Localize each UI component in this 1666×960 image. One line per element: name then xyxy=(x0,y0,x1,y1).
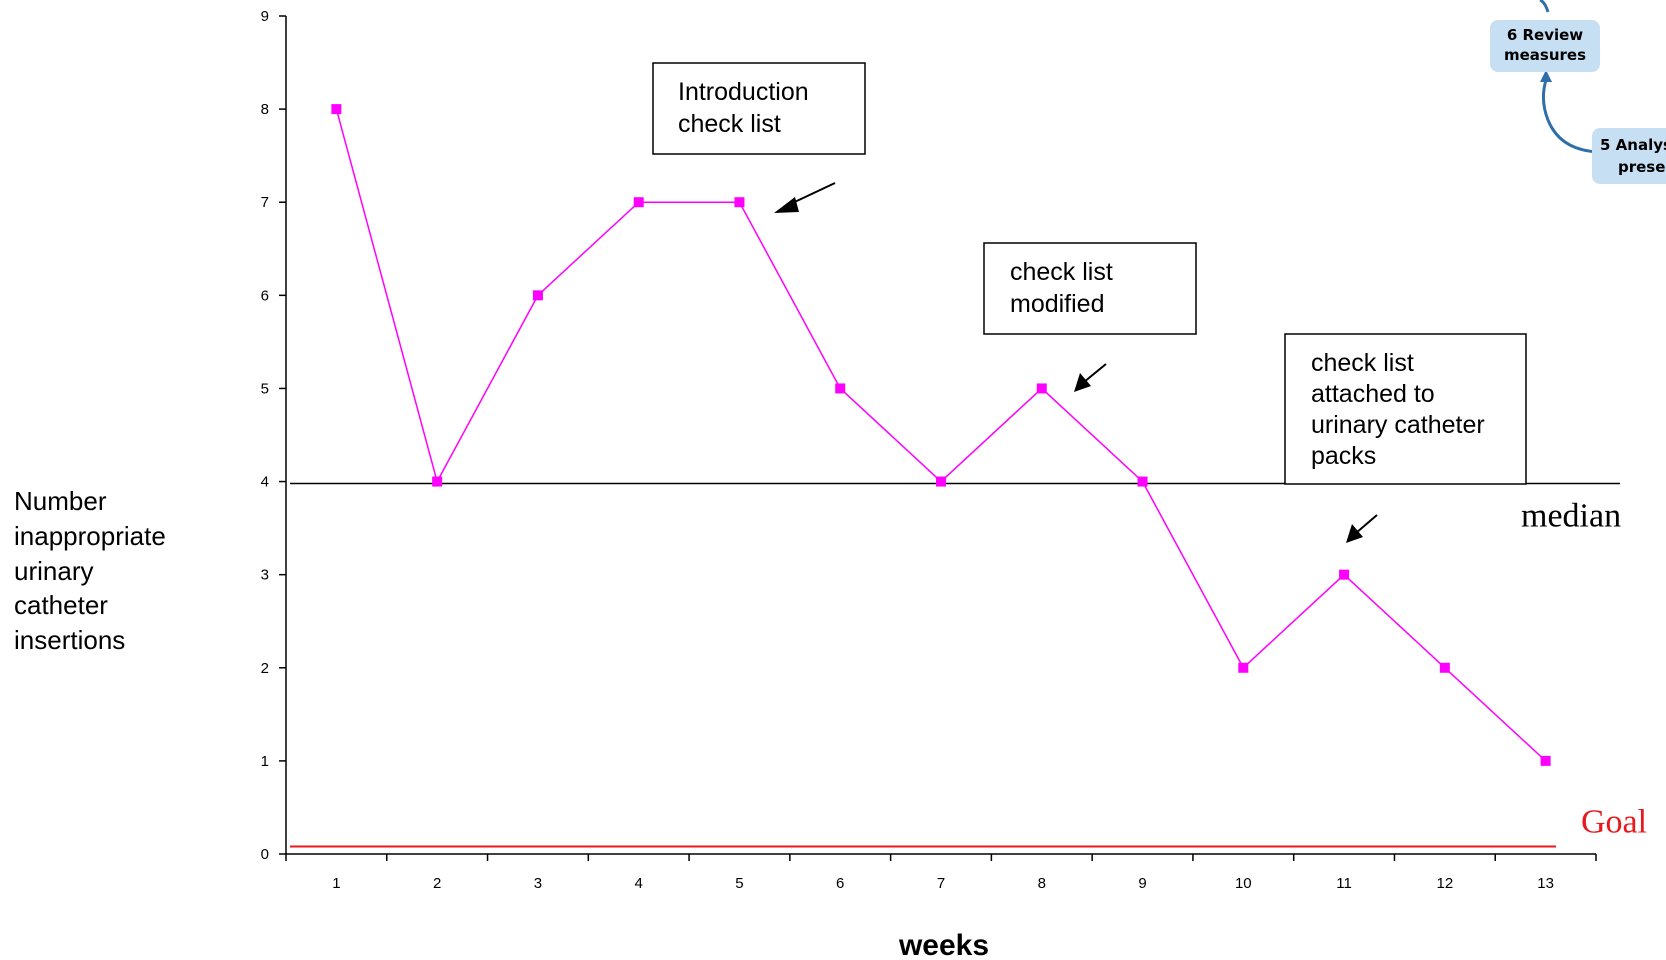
x-tick-label: 10 xyxy=(1235,875,1252,892)
annotation-attached-arrow xyxy=(1355,514,1378,534)
analysis-line-2: prese xyxy=(1618,158,1665,176)
y-tick-label: 2 xyxy=(261,660,269,677)
x-tick-label: 5 xyxy=(735,875,743,892)
analysis-line-1: 5 Analys xyxy=(1600,136,1666,154)
cycle-arrow-head xyxy=(1540,70,1552,82)
annotation-attached: check list attached to urinary catheter … xyxy=(1284,333,1527,543)
cycle-arrow-top xyxy=(1539,0,1550,13)
median-label: median xyxy=(1521,498,1621,535)
x-tick-label: 7 xyxy=(937,875,945,892)
y-tick-label: 8 xyxy=(261,101,269,118)
x-tick-label: 2 xyxy=(433,875,441,892)
review-measures-box xyxy=(1490,20,1600,72)
annotation-modified-arrowhead xyxy=(1074,373,1091,392)
x-tick-label: 3 xyxy=(534,875,542,892)
y-tick-label: 5 xyxy=(261,380,269,397)
y-tick-label: 4 xyxy=(261,474,269,491)
annotation-modified-box xyxy=(983,242,1197,335)
analysis-box xyxy=(1592,128,1666,184)
data-point xyxy=(633,197,644,208)
series xyxy=(331,104,1551,766)
ylabel-line-1: Number xyxy=(14,486,107,516)
annotation-intro-line-2: check list xyxy=(678,110,781,138)
x-tick-label: 1 xyxy=(332,875,340,892)
data-point xyxy=(734,197,745,208)
annotation-attached-line-4: packs xyxy=(1311,442,1376,470)
y-tick-label: 9 xyxy=(261,8,269,25)
y-tick-label: 7 xyxy=(261,194,269,211)
y-axis-label: Number inappropriate urinary catheter in… xyxy=(14,486,166,655)
y-tick-label: 1 xyxy=(261,753,269,770)
annotation-attached-arrowhead xyxy=(1346,524,1363,543)
annotation-modified-line-1: check list xyxy=(1010,258,1113,286)
annotation-intro-arrowhead xyxy=(774,197,799,213)
data-point xyxy=(432,476,443,487)
y-tick-label: 6 xyxy=(261,287,269,304)
annotation-intro-line-1: Introduction xyxy=(678,78,809,106)
annotation-modified-arrow xyxy=(1083,363,1107,383)
y-tick-label: 0 xyxy=(261,846,269,863)
review-line-1: 6 Review xyxy=(1507,26,1583,44)
review-line-2: measures xyxy=(1504,46,1586,64)
data-point xyxy=(936,476,946,487)
annotation-attached-line-2: attached to xyxy=(1311,380,1435,408)
x-tick-label: 4 xyxy=(635,875,643,892)
x-tick-label: 8 xyxy=(1038,875,1046,892)
x-axis-label: weeks xyxy=(898,929,989,960)
ylabel-line-3: urinary xyxy=(14,556,93,586)
data-point xyxy=(1540,755,1551,766)
ylabel-line-5: insertions xyxy=(14,625,125,655)
goal-label: Goal xyxy=(1581,804,1647,841)
annotation-attached-line-3: urinary catheter xyxy=(1311,411,1485,439)
annotation-attached-box xyxy=(1284,333,1527,485)
y-ticks: 0 1 2 3 4 5 6 7 8 9 xyxy=(261,8,286,863)
ylabel-line-2: inappropriate xyxy=(14,521,166,551)
data-point xyxy=(1238,662,1249,673)
cycle-arrow-curve xyxy=(1541,79,1599,154)
ylabel-line-4: catheter xyxy=(14,590,108,620)
annotation-modified: check list modified xyxy=(983,242,1197,392)
data-point xyxy=(532,290,543,301)
data-point xyxy=(331,104,342,115)
cycle-diagram: 6 Review measures 5 Analys prese xyxy=(1490,0,1666,184)
x-ticks: 1 2 3 4 5 6 7 8 9 10 11 12 13 xyxy=(285,854,1597,892)
data-point xyxy=(1036,383,1047,394)
y-tick-label: 3 xyxy=(261,567,269,584)
x-tick-label: 9 xyxy=(1138,875,1146,892)
data-point xyxy=(835,383,846,394)
annotation-modified-line-2: modified xyxy=(1010,290,1105,318)
annotation-intro: Introduction check list xyxy=(652,62,866,213)
annotation-intro-box xyxy=(652,62,866,155)
annotation-attached-line-1: check list xyxy=(1311,349,1414,377)
x-tick-label: 6 xyxy=(836,875,844,892)
x-tick-label: 11 xyxy=(1336,875,1352,892)
x-tick-label: 13 xyxy=(1537,875,1554,892)
data-point xyxy=(1137,476,1148,487)
data-point xyxy=(1439,662,1450,673)
data-point xyxy=(1339,569,1350,580)
x-tick-label: 12 xyxy=(1437,875,1454,892)
